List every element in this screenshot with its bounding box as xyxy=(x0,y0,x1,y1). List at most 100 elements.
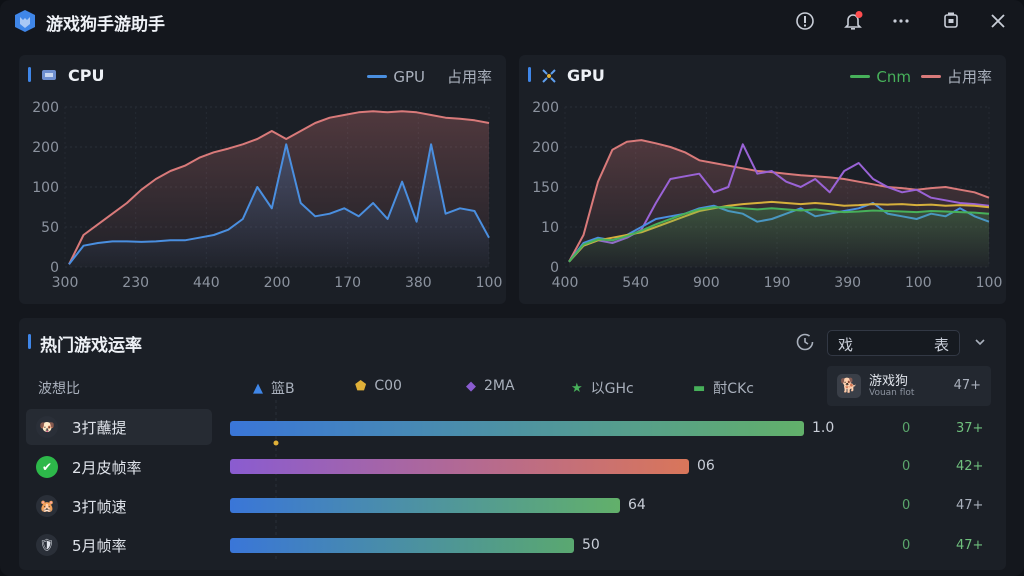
gpu-legend: Cnm 占用率 xyxy=(840,66,992,87)
info-icon[interactable] xyxy=(794,10,816,32)
notification-dot xyxy=(855,11,863,18)
row-count: 0 xyxy=(902,421,911,436)
rate-value: 64 xyxy=(628,497,646,513)
dog-avatar-icon: 🐕 xyxy=(837,374,861,398)
gpu-panel-title: GPU xyxy=(567,66,605,85)
rate-bar xyxy=(230,498,620,513)
title-bar: 游戏狗手游助手 xyxy=(0,0,1024,42)
x-tick-label: 170 xyxy=(334,275,361,291)
row-label: 5月帧率 xyxy=(72,536,127,555)
featured-game-title: 游戏狗 xyxy=(869,374,909,389)
column-header-1[interactable]: ▲ 篮B xyxy=(253,380,295,398)
diamond-icon: ◆ xyxy=(466,378,476,394)
x-tick-label: 190 xyxy=(764,275,791,291)
accent-bar xyxy=(28,334,31,349)
x-tick-label: 200 xyxy=(264,275,291,291)
gpu-icon xyxy=(542,69,556,83)
filter-select[interactable]: 戏 表 xyxy=(827,330,960,356)
row-count: 0 xyxy=(902,498,911,513)
row-label: 3打蘸提 xyxy=(72,418,127,437)
gpu-panel: GPU Cnm 占用率 0 10 150 200 200 400 540 900 190 390 1… xyxy=(519,55,1006,304)
accent-bar xyxy=(28,67,31,82)
y-tick-label: 200 xyxy=(532,140,559,156)
cpu-legend: GPU 占用率 xyxy=(357,66,492,87)
legend-item-usage[interactable]: 占用率 xyxy=(446,68,492,86)
row-avatar-icon: 🐹 xyxy=(36,495,58,517)
featured-game-card[interactable]: 🐕 游戏狗 Vouan flot 47+ xyxy=(827,366,991,406)
legend-item-gpu[interactable]: GPU xyxy=(367,68,425,86)
gpu-line-chart: 0 10 150 200 200 400 540 900 190 390 100 100 xyxy=(532,100,1003,291)
column-header-3[interactable]: ◆ 2MA xyxy=(466,378,515,394)
chevron-down-icon[interactable] xyxy=(968,330,992,354)
x-tick-label: 100 xyxy=(905,275,932,291)
legend-item-cnm[interactable]: Cnm xyxy=(850,68,911,86)
x-tick-label: 300 xyxy=(52,275,79,291)
x-tick-label: 100 xyxy=(476,275,503,291)
cpu-icon xyxy=(42,70,56,80)
cpu-panel: CPU GPU 占用率 0 50 100 200 200 300 230 440 200 170 3… xyxy=(19,55,506,304)
row-label: 2月皮帧率 xyxy=(72,458,142,477)
featured-game-value: 47+ xyxy=(953,378,981,393)
row-label: 3打帧速 xyxy=(72,497,127,516)
x-tick-label: 380 xyxy=(405,275,432,291)
star-icon: ★ xyxy=(571,380,583,396)
series-area xyxy=(69,144,489,267)
list-item[interactable]: 🐶 3打蘸提 xyxy=(26,409,212,445)
series-area xyxy=(569,207,989,267)
bar-icon: ▬ xyxy=(693,380,706,396)
more-icon[interactable] xyxy=(890,10,912,32)
x-tick-label: 230 xyxy=(122,275,149,291)
column-header-4[interactable]: ★ 以GHc xyxy=(571,380,634,398)
filter-select-left: 戏 xyxy=(838,336,854,354)
y-tick-label: 10 xyxy=(541,220,559,236)
y-tick-label: 0 xyxy=(550,260,559,276)
list-item[interactable]: 🛡 5月帧率 xyxy=(26,527,212,563)
y-tick-label: 100 xyxy=(32,180,59,196)
app-logo-icon xyxy=(15,10,35,32)
column-header-ratio: 波想比 xyxy=(38,381,80,397)
x-tick-label: 400 xyxy=(552,275,579,291)
y-tick-label: 150 xyxy=(532,180,559,196)
series-line xyxy=(68,110,490,265)
series-line xyxy=(68,143,490,265)
cpu-line-chart: 0 50 100 200 200 300 230 440 200 170 380 100 xyxy=(32,100,503,291)
refresh-icon[interactable] xyxy=(793,330,817,354)
legend-item-usage[interactable]: 占用率 xyxy=(920,66,992,87)
row-check-icon: ✔ xyxy=(36,456,58,478)
row-count: 0 xyxy=(902,459,911,474)
hot-games-title: 热门游戏运率 xyxy=(40,336,142,356)
row-score: 37+ xyxy=(956,421,984,436)
app-title: 游戏狗手游助手 xyxy=(46,15,165,35)
list-item[interactable]: 🐹 3打帧速 xyxy=(26,488,212,524)
x-tick-label: 100 xyxy=(976,275,1003,291)
filter-select-right: 表 xyxy=(933,336,949,354)
row-count: 0 xyxy=(902,538,911,553)
rate-bar xyxy=(230,459,689,474)
row-avatar-icon: 🐶 xyxy=(36,416,58,438)
column-header-2[interactable]: ⬟ C00 xyxy=(355,378,402,394)
list-item[interactable]: ✔ 2月皮帧率 xyxy=(26,449,212,485)
y-tick-label: 50 xyxy=(41,220,59,236)
row-shield-icon: 🛡 xyxy=(36,534,58,556)
rate-bar xyxy=(230,538,574,553)
bell-icon[interactable] xyxy=(842,10,864,32)
row-score: 42+ xyxy=(956,459,984,474)
row-score: 47+ xyxy=(956,498,984,513)
y-tick-label: 200 xyxy=(32,140,59,156)
cpu-panel-title: CPU xyxy=(68,66,105,85)
row-score: 47+ xyxy=(956,538,984,553)
window-icon[interactable] xyxy=(940,10,962,32)
featured-game-subtitle: Vouan flot xyxy=(869,388,915,398)
y-tick-label: 200 xyxy=(532,100,559,116)
rate-value: 1.0 xyxy=(812,420,835,436)
pentagon-icon: ⬟ xyxy=(355,378,367,394)
column-header-5[interactable]: ▬ 酎CKc xyxy=(693,380,754,398)
x-tick-label: 440 xyxy=(193,275,220,291)
x-tick-label: 540 xyxy=(622,275,649,291)
rate-bar xyxy=(230,421,804,436)
triangle-icon: ▲ xyxy=(253,380,263,396)
close-icon[interactable] xyxy=(987,10,1009,32)
y-tick-label: 0 xyxy=(50,260,59,276)
rate-value: 06 xyxy=(697,458,715,474)
